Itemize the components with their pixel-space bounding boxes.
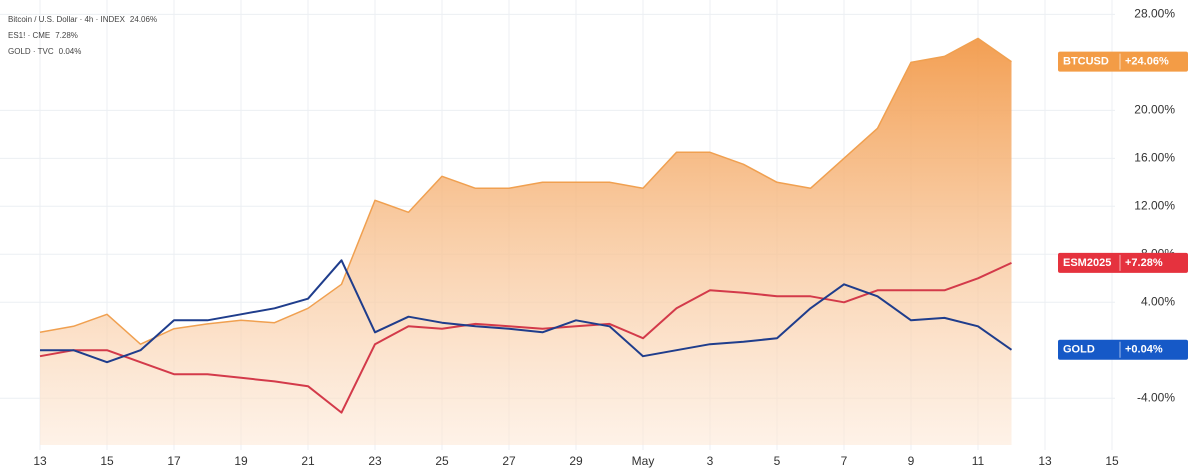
x-tick-label: 21 bbox=[301, 454, 315, 468]
plot-area bbox=[39, 37, 1013, 446]
tag-value: +24.06% bbox=[1125, 56, 1169, 68]
value-tag bbox=[1058, 51, 1188, 72]
legend-value: 0.04% bbox=[59, 47, 82, 56]
x-tick-label: 5 bbox=[774, 454, 781, 468]
line bbox=[39, 261, 1012, 414]
tag-value: +7.28% bbox=[1125, 257, 1163, 269]
y-tick-label: 20.00% bbox=[1134, 103, 1175, 117]
x-tick-label: 27 bbox=[502, 454, 516, 468]
tag-name: GOLD bbox=[1063, 344, 1095, 356]
y-tick-label: 16.00% bbox=[1134, 151, 1175, 165]
x-tick-label: 23 bbox=[368, 454, 382, 468]
y-tick-label: 12.00% bbox=[1134, 198, 1175, 212]
x-tick-label: 15 bbox=[100, 454, 114, 468]
axes: -4.00%4.00%8.00%12.00%16.00%20.00%28.00%… bbox=[8, 7, 1188, 468]
x-tick-label: 25 bbox=[435, 454, 449, 468]
area bbox=[40, 38, 1012, 446]
line bbox=[40, 259, 1013, 364]
value-tag bbox=[1058, 339, 1188, 360]
y-tick-label: -4.00% bbox=[1137, 390, 1175, 404]
tag-name: BTCUSD bbox=[1063, 56, 1109, 68]
x-tick-label: 17 bbox=[167, 454, 181, 468]
line bbox=[39, 37, 1012, 345]
x-tick-label: 7 bbox=[841, 454, 848, 468]
x-tick-label: 29 bbox=[569, 454, 583, 468]
legend-value: 7.28% bbox=[55, 31, 78, 40]
tag-name: ESM2025 bbox=[1063, 257, 1111, 269]
legend-value: 24.06% bbox=[130, 15, 157, 24]
x-tick-label: 19 bbox=[234, 454, 248, 468]
x-tick-label: 11 bbox=[972, 454, 985, 468]
y-tick-label: 4.00% bbox=[1141, 294, 1175, 308]
x-tick-label: 13 bbox=[33, 454, 47, 468]
value-tag bbox=[1058, 252, 1188, 273]
legend-name: Bitcoin / U.S. Dollar · 4h · INDEX bbox=[8, 15, 126, 24]
y-tick-label: 28.00% bbox=[1134, 7, 1175, 21]
x-tick-label: 15 bbox=[1105, 454, 1119, 468]
tag-value: +0.04% bbox=[1125, 344, 1163, 356]
legend-name: ES1! · CME bbox=[8, 31, 50, 40]
x-tick-label: 9 bbox=[908, 454, 915, 468]
legend-name: GOLD · TVC bbox=[8, 47, 54, 56]
x-tick-label: 3 bbox=[707, 454, 714, 468]
x-tick-label: 13 bbox=[1038, 454, 1052, 468]
x-tick-label: May bbox=[632, 454, 655, 468]
